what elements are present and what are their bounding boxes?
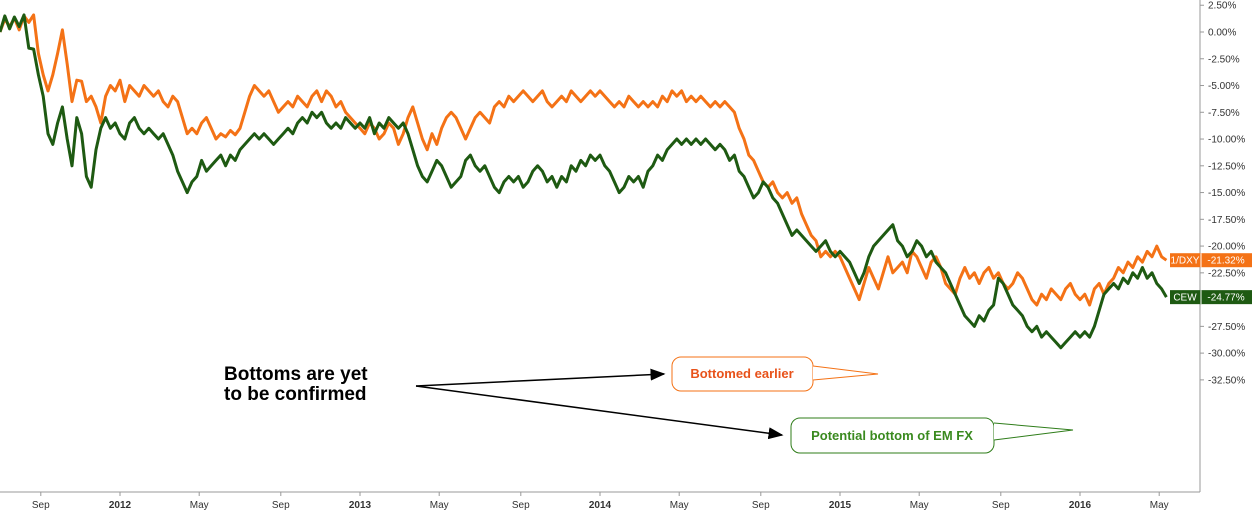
- y-tick-label: 2.50%: [1208, 1, 1236, 12]
- badge-series-value: -21.32%: [1207, 256, 1244, 267]
- callout-pointer-green: [993, 422, 1074, 441]
- annotations: Bottoms are yet to be confirmed Bottomed…: [224, 356, 1074, 454]
- y-tick-label: -17.50%: [1208, 215, 1245, 226]
- y-tick-label: -7.50%: [1208, 108, 1240, 119]
- x-tick-label: 2013: [349, 500, 372, 511]
- series-line-1-dxy: [0, 13, 1168, 307]
- y-axis: 2.50% 0.00% -2.50% -5.00% -7.50% -10.00% -12.5…: [0, 0, 1245, 493]
- x-tick-label: 2012: [109, 500, 132, 511]
- x-tick-label: May: [430, 500, 449, 511]
- series-end-labels: 1/DXY -21.32% CEW -24.77%: [1170, 253, 1252, 305]
- callout-text-green: Potential bottom of EM FX: [811, 428, 973, 443]
- series-line-cew: [0, 13, 1168, 350]
- callout-pointer-orange: [812, 365, 879, 381]
- series-layer: [0, 13, 1168, 350]
- series-end-badge: 1/DXY -21.32%: [1170, 253, 1252, 268]
- y-tick-label: -2.50%: [1208, 54, 1240, 65]
- y-tick-label: -32.50%: [1208, 375, 1245, 386]
- x-tick-label: 2016: [1069, 500, 1092, 511]
- x-tick-label: Sep: [992, 500, 1010, 511]
- annotation-arrow-green: [415, 385, 784, 440]
- x-tick-label: May: [190, 500, 209, 511]
- y-tick-label: -12.50%: [1208, 161, 1245, 172]
- x-tick-label: May: [910, 500, 929, 511]
- annotation-main-line2: to be confirmed: [224, 384, 367, 405]
- x-tick-label: May: [670, 500, 689, 511]
- x-axis: Sep 2012 May Sep 2013 May Sep 2014 May Sep 2015 May…: [32, 492, 1169, 511]
- badge-background: [1170, 290, 1252, 305]
- y-tick-label: -20.00%: [1208, 242, 1245, 253]
- x-tick-label: 2014: [589, 500, 612, 511]
- x-tick-label: May: [1150, 500, 1169, 511]
- badge-series-name: CEW: [1173, 293, 1197, 304]
- y-tick-label: -5.00%: [1208, 81, 1240, 92]
- y-tick-label: 0.00%: [1208, 28, 1236, 39]
- x-tick-label: Sep: [512, 500, 530, 511]
- y-tick-label: -22.50%: [1208, 268, 1245, 279]
- y-tick-label: -30.00%: [1208, 349, 1245, 360]
- y-tick-label: -27.50%: [1208, 322, 1245, 333]
- y-tick-label: -15.00%: [1208, 188, 1245, 199]
- y-tick-label: -10.00%: [1208, 135, 1245, 146]
- badge-series-value: -24.77%: [1207, 293, 1244, 304]
- series-end-badge: CEW -24.77%: [1170, 290, 1252, 305]
- badge-background: [1170, 253, 1252, 268]
- x-tick-label: Sep: [752, 500, 770, 511]
- badge-series-name: 1/DXY: [1171, 256, 1200, 267]
- x-tick-label: 2015: [829, 500, 852, 511]
- annotation-main-line1: Bottoms are yet: [224, 364, 368, 385]
- x-tick-label: Sep: [32, 500, 50, 511]
- callout-text-orange: Bottomed earlier: [690, 366, 793, 381]
- x-tick-label: Sep: [272, 500, 290, 511]
- annotation-arrow-orange: [415, 368, 666, 387]
